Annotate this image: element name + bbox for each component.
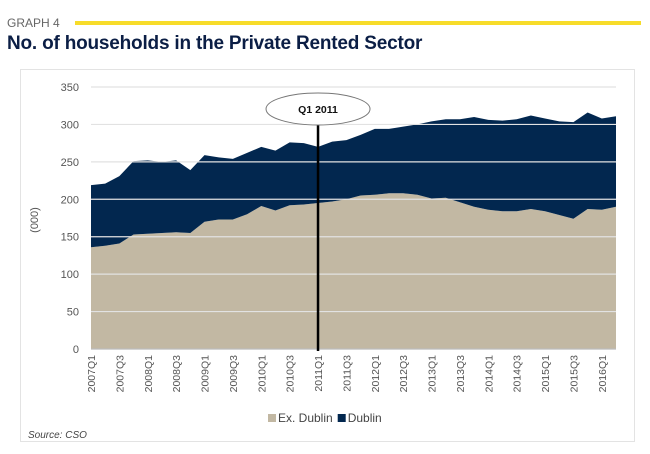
x-tick-label: 2016Q1 <box>597 355 609 393</box>
y-tick-label: 250 <box>61 157 79 169</box>
annotation-ellipse <box>265 92 371 126</box>
x-tick-label: 2011Q3 <box>341 355 353 392</box>
x-tick-label: 2008Q1 <box>143 355 155 393</box>
x-tick-label: 2010Q1 <box>256 355 268 393</box>
y-tick-label: 350 <box>61 82 79 94</box>
area-ex-dublin <box>91 193 616 349</box>
legend-label: Ex. Dublin <box>278 411 333 425</box>
y-tick-label: 300 <box>61 119 79 131</box>
y-tick-label: 0 <box>73 344 79 356</box>
x-tick-label: 2014Q3 <box>512 355 524 393</box>
x-tick-label: 2012Q1 <box>370 355 382 393</box>
x-tick-label: 2008Q3 <box>171 355 183 393</box>
page-title: No. of households in the Private Rented … <box>7 33 423 54</box>
header-rule <box>75 21 641 25</box>
x-tick-label: 2015Q1 <box>540 355 552 393</box>
area-dublin <box>91 112 616 248</box>
annotation-label: Q1 2011 <box>298 104 338 116</box>
x-tick-label: 2007Q3 <box>114 355 126 393</box>
x-tick-label: 2015Q3 <box>568 355 580 393</box>
y-tick-label: 200 <box>61 194 79 206</box>
x-tick-label: 2012Q3 <box>398 355 410 393</box>
x-tick-label: 2009Q1 <box>200 355 212 393</box>
legend-label: Dublin <box>348 411 382 425</box>
x-tick-label: 2013Q3 <box>455 355 467 393</box>
x-tick-label: 2007Q1 <box>86 355 98 393</box>
legend-swatch <box>337 414 346 422</box>
x-tick-label: 2009Q3 <box>228 355 240 393</box>
y-tick-label: 50 <box>67 307 79 319</box>
x-tick-label: 2014Q1 <box>483 355 495 393</box>
x-tick-label: 2013Q1 <box>427 355 439 393</box>
x-tick-label: 2010Q3 <box>285 355 297 393</box>
y-tick-label: 150 <box>61 232 79 244</box>
chart-frame <box>20 69 635 442</box>
y-tick-label: 100 <box>61 269 79 281</box>
y-axis-label: (000) <box>29 207 41 233</box>
x-tick-label: 2011Q1 <box>313 355 325 392</box>
legend-swatch <box>268 414 276 422</box>
graph-label: GRAPH 4 <box>7 16 60 30</box>
source-note: Source: CSO <box>28 430 87 441</box>
